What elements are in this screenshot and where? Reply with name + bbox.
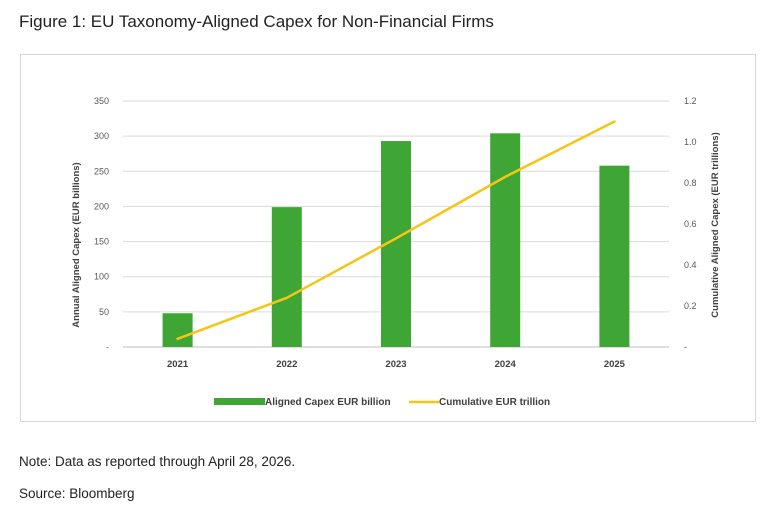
bar-2024 xyxy=(490,133,521,347)
left-tick-label: 350 xyxy=(94,96,109,106)
left-tick-label: 50 xyxy=(99,307,109,317)
left-tick-label: 150 xyxy=(94,237,109,247)
x-tick-label: 2023 xyxy=(385,359,406,370)
right-axis-title: Cumulative Aligned Capex (EUR trillions) xyxy=(710,132,721,317)
left-tick-label: 250 xyxy=(94,166,109,176)
right-tick-label: 0.6 xyxy=(684,219,697,229)
line-series xyxy=(176,120,616,341)
figure-note: Note: Data as reported through April 28,… xyxy=(19,454,296,469)
figure-title: Figure 1: EU Taxonomy-Aligned Capex for … xyxy=(19,12,494,31)
cumulative-line xyxy=(176,120,616,341)
bar-2021 xyxy=(162,313,193,347)
chart-area: - 50 100 150 200 250 300 350 - 0.2 0.4 0.6 0.8 1.0 1.… xyxy=(20,54,756,422)
right-tick-label: 0.4 xyxy=(684,260,697,270)
left-tick-label: 300 xyxy=(94,131,109,141)
x-tick-label: 2021 xyxy=(167,359,189,370)
left-axis-title: Annual Aligned Capex (EUR billions) xyxy=(71,162,82,327)
x-axis-ticks: 2021 2022 2023 2024 2025 xyxy=(167,359,626,370)
bar-2025 xyxy=(599,165,630,347)
legend-bar-label: Aligned Capex EUR billion xyxy=(265,397,391,408)
legend-bar-swatch xyxy=(214,398,265,405)
right-tick-label: 1.0 xyxy=(684,137,697,147)
right-tick-label: 0.8 xyxy=(684,178,697,188)
x-tick-label: 2025 xyxy=(604,359,626,370)
legend-line-label: Cumulative EUR trillion xyxy=(439,397,550,408)
right-tick-label: 0.2 xyxy=(684,301,697,311)
left-axis-ticks: - 50 100 150 200 250 300 350 xyxy=(94,96,109,352)
legend: Aligned Capex EUR billion Cumulative EUR… xyxy=(214,397,550,408)
x-tick-label: 2022 xyxy=(276,359,297,370)
bar-series xyxy=(162,133,630,347)
left-tick-label: 100 xyxy=(94,272,109,282)
left-tick-label: - xyxy=(106,342,109,352)
left-tick-label: 200 xyxy=(94,201,109,211)
right-axis-ticks: - 0.2 0.4 0.6 0.8 1.0 1.2 xyxy=(684,96,697,352)
right-tick-label: - xyxy=(684,342,687,352)
right-tick-label: 1.2 xyxy=(684,96,697,106)
chart-svg: - 50 100 150 200 250 300 350 - 0.2 0.4 0.6 0.8 1.0 1.… xyxy=(71,96,721,408)
x-tick-label: 2024 xyxy=(495,359,517,370)
bar-2022 xyxy=(271,207,302,347)
figure-source: Source: Bloomberg xyxy=(19,486,135,501)
